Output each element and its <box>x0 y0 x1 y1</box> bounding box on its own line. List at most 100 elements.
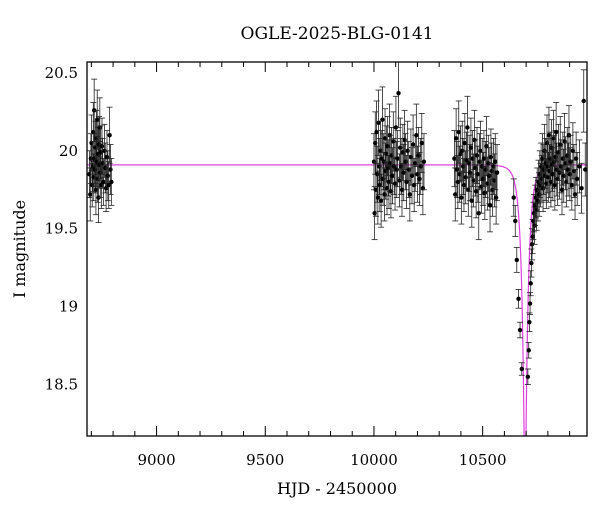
point-marker <box>575 176 580 182</box>
point-marker <box>407 192 413 197</box>
y-tick-label: 20.5 <box>45 64 78 82</box>
point-marker <box>561 173 566 178</box>
point-marker <box>421 159 427 164</box>
point-marker <box>530 234 535 239</box>
y-tick-label: 19.5 <box>45 220 78 238</box>
point-marker <box>517 327 523 333</box>
point-marker <box>486 173 492 178</box>
data-point <box>515 289 522 309</box>
data-point <box>100 158 107 206</box>
point-marker <box>452 156 457 161</box>
point-marker <box>375 172 380 177</box>
point-marker <box>95 117 100 122</box>
point-marker <box>456 129 461 135</box>
data-point <box>400 144 407 202</box>
point-marker <box>529 260 534 266</box>
point-marker <box>559 187 565 192</box>
point-marker <box>397 178 402 183</box>
point-marker <box>410 142 416 147</box>
point-marker <box>101 179 106 185</box>
data-point <box>558 139 565 194</box>
point-marker <box>527 320 532 325</box>
x-tick-label: 10500 <box>459 451 507 469</box>
data-point <box>572 169 579 220</box>
data-point <box>418 113 425 174</box>
point-marker <box>403 159 408 164</box>
point-marker <box>374 129 379 135</box>
point-marker <box>573 156 579 161</box>
point-marker <box>453 192 458 197</box>
data-point <box>580 69 587 133</box>
point-marker <box>396 90 401 96</box>
point-marker <box>493 159 498 164</box>
point-marker <box>487 203 493 208</box>
point-marker <box>525 374 531 379</box>
data-point <box>395 62 402 128</box>
data-point <box>544 139 551 194</box>
point-marker <box>416 153 421 158</box>
x-tick-label: 9000 <box>137 451 175 469</box>
point-marker <box>103 186 109 191</box>
data-point <box>527 292 534 315</box>
point-marker <box>468 145 474 150</box>
point-marker <box>516 296 521 302</box>
point-marker <box>88 192 93 197</box>
point-marker <box>488 154 494 160</box>
data-point <box>512 204 519 237</box>
point-marker <box>478 148 483 154</box>
y-tick-label: 20 <box>59 142 78 160</box>
axis-ticks <box>90 62 571 436</box>
data-point <box>406 167 413 222</box>
model-curve <box>87 164 587 436</box>
data-point <box>510 178 517 217</box>
point-marker <box>378 198 384 203</box>
plot-frame <box>86 61 588 437</box>
data-point <box>460 158 467 213</box>
point-marker <box>394 167 399 172</box>
y-axis-label: I magnitude <box>10 200 29 298</box>
data-point <box>576 139 583 194</box>
data-point <box>106 106 113 164</box>
data-point <box>420 133 427 191</box>
point-marker <box>577 164 582 169</box>
data-point <box>559 164 565 216</box>
point-marker <box>409 173 415 178</box>
data-point <box>513 247 520 273</box>
point-marker <box>380 117 385 122</box>
point-marker <box>558 142 563 147</box>
point-marker <box>514 257 519 263</box>
point-marker <box>90 182 95 188</box>
point-marker <box>565 167 571 172</box>
point-marker <box>401 170 406 175</box>
plot-area <box>87 62 587 436</box>
y-tick-label: 18.5 <box>45 376 78 394</box>
point-marker <box>579 186 584 191</box>
point-marker <box>527 301 533 306</box>
data-point <box>474 145 481 203</box>
y-tick-labels: 18.5 19 19.5 20 20.5 <box>45 64 78 394</box>
data-point <box>96 97 103 158</box>
data-point <box>108 158 115 206</box>
point-marker <box>386 165 391 171</box>
point-marker <box>385 143 390 149</box>
point-marker <box>388 189 394 194</box>
data-point <box>413 103 420 167</box>
y-tick-label: 19 <box>59 298 78 316</box>
point-marker <box>375 195 381 200</box>
point-marker <box>526 348 531 353</box>
point-marker <box>106 182 111 188</box>
x-tick-labels: 9000 9500 10000 10500 <box>137 451 506 469</box>
point-marker <box>398 145 403 150</box>
point-marker <box>469 198 474 203</box>
point-marker <box>419 140 424 146</box>
point-marker <box>395 156 400 161</box>
data-point <box>396 153 403 208</box>
point-marker <box>453 136 459 141</box>
x-tick-label: 9500 <box>246 451 284 469</box>
point-marker <box>413 161 418 166</box>
data-point <box>392 156 399 211</box>
point-marker <box>462 140 468 146</box>
point-marker <box>545 164 550 169</box>
point-marker <box>399 187 405 192</box>
data-point <box>480 130 487 188</box>
